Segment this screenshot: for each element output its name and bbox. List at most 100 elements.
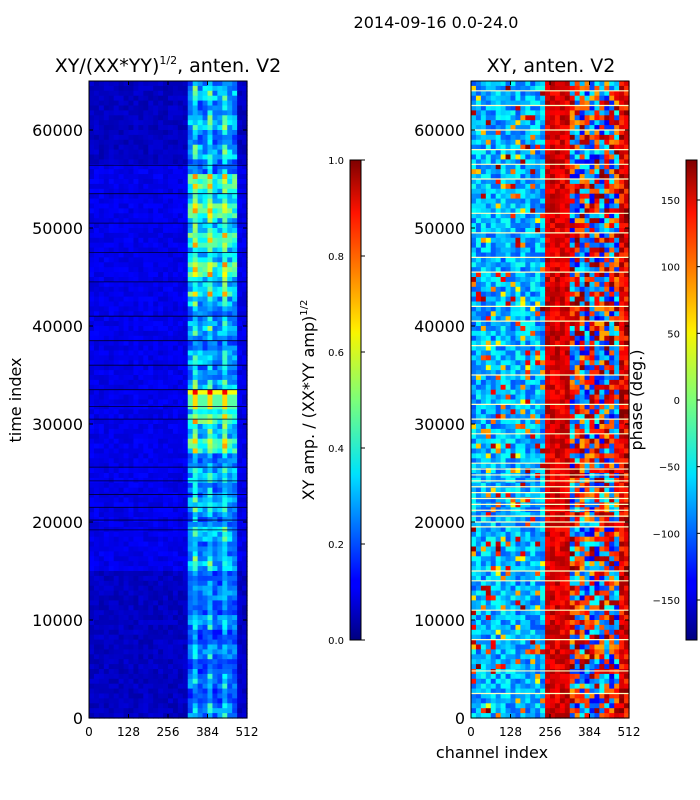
phase-heatmap-cell	[510, 174, 517, 180]
amplitude-heatmap-cell	[177, 370, 184, 376]
amplitude-heatmap-cell	[237, 130, 243, 136]
amplitude-heatmap-cell	[133, 654, 139, 660]
phase-heatmap-cell	[525, 105, 531, 111]
phase-heatmap-cell	[624, 154, 630, 160]
amplitude-heatmap-cell	[168, 482, 174, 489]
amplitude-heatmap-cell	[187, 531, 194, 538]
amplitude-heatmap-cell	[138, 512, 144, 518]
amplitude-heatmap-cell	[133, 561, 139, 567]
amplitude-heatmap-cell	[123, 571, 130, 577]
amplitude-heatmap-cell	[89, 438, 95, 445]
amplitude-heatmap-cell	[133, 404, 139, 410]
amplitude-heatmap-cell	[197, 688, 204, 695]
amplitude-heatmap-cell	[197, 624, 204, 631]
amplitude-heatmap-cell	[237, 669, 243, 675]
phase-heatmap-cell	[515, 174, 521, 180]
amplitude-heatmap-cell	[192, 174, 199, 180]
phase-heatmap-cell	[550, 100, 556, 107]
amplitude-heatmap-cell	[148, 81, 154, 87]
amplitude-heatmap-cell	[207, 365, 214, 371]
phase-heatmap-cell	[485, 159, 492, 165]
amplitude-heatmap-cell	[217, 600, 223, 606]
amplitude-heatmap-cell	[98, 561, 105, 567]
phase-heatmap-cell	[545, 159, 551, 165]
amplitude-heatmap-cell	[93, 424, 100, 430]
amplitude-heatmap-cell	[143, 85, 149, 92]
amplitude-heatmap-cell	[168, 311, 174, 317]
amplitude-heatmap-cell	[222, 360, 228, 366]
amplitude-heatmap-cell	[133, 169, 139, 175]
amplitude-heatmap-cell	[128, 458, 135, 464]
amplitude-heatmap-cell	[227, 360, 233, 366]
amplitude-heatmap-cell	[93, 360, 100, 366]
phase-heatmap-cell	[490, 174, 497, 180]
amplitude-heatmap-cell	[163, 409, 169, 415]
amplitude-heatmap-cell	[93, 468, 100, 474]
amplitude-heatmap-cell	[128, 345, 135, 352]
amplitude-heatmap-cell	[242, 100, 248, 107]
phase-heatmap-cell	[545, 130, 551, 136]
phase-heatmap-cell	[604, 81, 610, 87]
amplitude-heatmap-cell	[89, 316, 95, 322]
amplitude-heatmap-cell	[108, 708, 115, 714]
amplitude-heatmap-cell	[138, 536, 144, 543]
amplitude-heatmap-cell	[168, 678, 174, 685]
amplitude-heatmap-cell	[153, 580, 159, 587]
amplitude-heatmap-cell	[113, 169, 120, 175]
amplitude-heatmap-cell	[227, 213, 233, 219]
amplitude-heatmap-cell	[217, 438, 223, 445]
phase-heatmap-cell	[574, 120, 581, 126]
amplitude-heatmap-cell	[172, 296, 179, 303]
amplitude-heatmap-cell	[163, 448, 169, 454]
amplitude-heatmap-cell	[182, 110, 189, 116]
amplitude-heatmap-cell	[113, 90, 120, 97]
amplitude-heatmap-cell	[172, 130, 179, 136]
amplitude-heatmap-cell	[113, 384, 120, 391]
amplitude-heatmap-cell	[217, 208, 223, 214]
phase-heatmap-cell	[500, 85, 507, 92]
amplitude-heatmap-cell	[93, 654, 100, 660]
amplitude-heatmap-cell	[163, 237, 169, 244]
amplitude-heatmap-cell	[197, 174, 204, 180]
amplitude-heatmap-cell	[187, 242, 194, 249]
amplitude-heatmap-cell	[192, 629, 199, 636]
amplitude-heatmap-cell	[212, 179, 218, 185]
amplitude-heatmap-cell	[202, 360, 209, 366]
amplitude-heatmap-cell	[177, 301, 184, 307]
phase-heatmap-cell	[554, 81, 561, 87]
amplitude-heatmap-cell	[177, 556, 184, 562]
amplitude-heatmap-cell	[182, 360, 189, 366]
amplitude-heatmap-cell	[108, 502, 115, 508]
phase-heatmap-cell	[540, 130, 546, 136]
amplitude-heatmap-cell	[168, 605, 174, 611]
phase-heatmap-cell	[515, 159, 521, 165]
phase-heatmap-cell	[569, 179, 576, 185]
amplitude-heatmap-cell	[138, 311, 144, 317]
phase-heatmap-cell	[545, 85, 551, 92]
amplitude-heatmap-cell	[172, 355, 179, 361]
amplitude-heatmap-cell	[227, 404, 233, 410]
amplitude-heatmap-cell	[98, 100, 105, 107]
amplitude-heatmap-cell	[113, 164, 120, 170]
amplitude-heatmap-cell	[217, 350, 223, 356]
amplitude-heatmap-cell	[242, 203, 248, 209]
amplitude-heatmap-cell	[172, 409, 179, 415]
amplitude-heatmap-cell	[103, 193, 110, 200]
phase-heatmap-cell	[510, 188, 517, 195]
amplitude-heatmap-cell	[192, 183, 199, 190]
phase-heatmap-cell	[574, 188, 581, 195]
amplitude-heatmap-cell	[197, 551, 204, 557]
amplitude-heatmap-cell	[98, 301, 105, 307]
amplitude-heatmap-cell	[237, 183, 243, 190]
amplitude-heatmap-cell	[108, 228, 115, 234]
amplitude-heatmap-cell	[232, 301, 238, 307]
amplitude-heatmap-cell	[187, 100, 194, 107]
amplitude-heatmap-cell	[108, 673, 115, 680]
amplitude-heatmap-cell	[118, 316, 125, 322]
amplitude-heatmap-cell	[187, 458, 194, 464]
amplitude-heatmap-cell	[222, 522, 228, 528]
amplitude-heatmap-cell	[158, 144, 164, 151]
amplitude-heatmap-cell	[138, 389, 144, 396]
amplitude-heatmap-cell	[98, 281, 105, 288]
amplitude-heatmap-cell	[123, 683, 130, 690]
